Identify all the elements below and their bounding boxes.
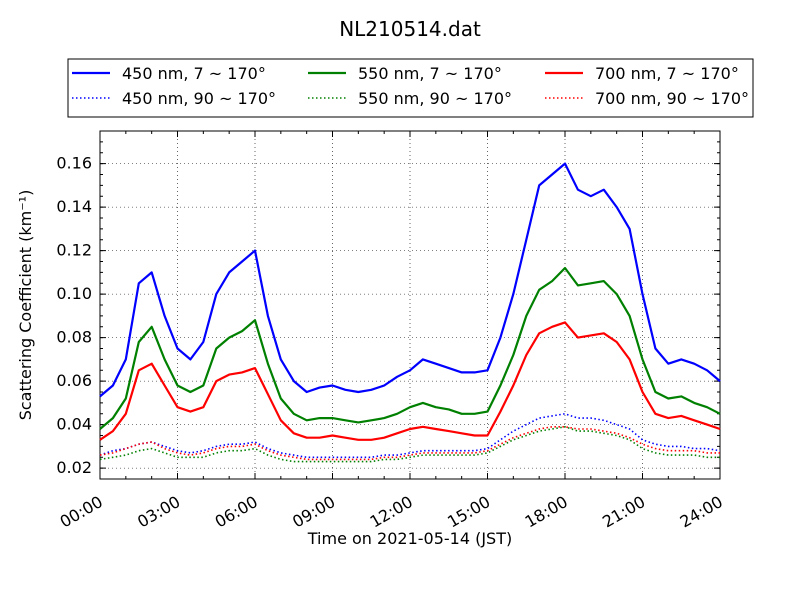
x-tick-label: 24:00 (677, 492, 726, 532)
x-tick-label: 03:00 (134, 492, 183, 532)
series-line (99, 425, 720, 463)
x-tick-label: 18:00 (522, 492, 571, 532)
legend-label: 550 nm, 7 ~ 170° (358, 64, 502, 83)
legend-label: 700 nm, 90 ~ 170° (595, 89, 749, 108)
y-axis-label: Scattering Coefficient (km⁻¹) (16, 190, 35, 421)
chart-title: NL210514.dat (339, 17, 481, 41)
x-tick-label: 09:00 (289, 492, 338, 532)
y-tick-label: 0.04 (56, 415, 92, 434)
legend-label: 550 nm, 90 ~ 170° (358, 89, 512, 108)
x-tick-label: 21:00 (599, 492, 648, 532)
x-tick-label: 15:00 (444, 492, 493, 532)
series-line (99, 266, 721, 430)
series-line (99, 162, 721, 398)
y-tick-label: 0.12 (56, 241, 92, 260)
y-tick-label: 0.06 (56, 371, 92, 390)
legend-label: 450 nm, 7 ~ 170° (122, 64, 266, 83)
y-tick-label: 0.08 (56, 328, 92, 347)
plot-area (99, 130, 721, 480)
x-axis-label: Time on 2021-05-14 (JST) (307, 529, 512, 548)
legend-box (67, 58, 754, 118)
x-tick-label: 12:00 (367, 492, 416, 532)
series-line (99, 321, 721, 441)
legend: 450 nm, 7 ~ 170° 550 nm, 7 ~ 170° 700 nm, … (67, 58, 754, 118)
y-tick-label: 0.02 (56, 458, 92, 477)
legend-label: 450 nm, 90 ~ 170° (122, 89, 276, 108)
x-tick-label: 00:00 (57, 492, 106, 532)
legend-label: 700 nm, 7 ~ 170° (595, 64, 739, 83)
y-tick-label: 0.16 (56, 154, 92, 173)
x-tick-label: 06:00 (212, 492, 261, 532)
y-tick-label: 0.10 (56, 284, 92, 303)
y-tick-label: 0.14 (56, 197, 92, 216)
